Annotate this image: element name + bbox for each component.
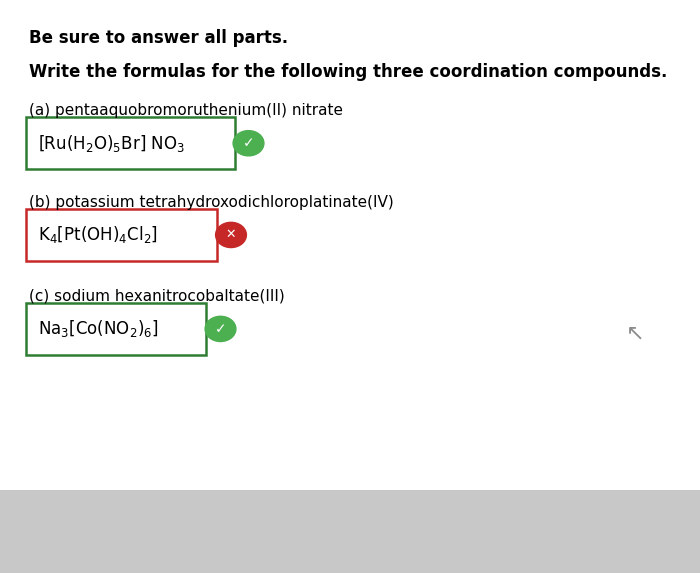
Text: $\mathrm{Na_3[Co(NO_2)_6]}$: $\mathrm{Na_3[Co(NO_2)_6]}$ — [38, 319, 158, 339]
Text: (a) pentaaquobromoruthenium(II) nitrate: (a) pentaaquobromoruthenium(II) nitrate — [29, 103, 344, 118]
Text: ↖: ↖ — [626, 324, 645, 343]
Circle shape — [233, 131, 264, 156]
Text: Be sure to answer all parts.: Be sure to answer all parts. — [29, 29, 288, 46]
Text: ✓: ✓ — [215, 322, 226, 336]
Text: $\mathrm{[Ru(H_2O)_5Br]\ NO_3}$: $\mathrm{[Ru(H_2O)_5Br]\ NO_3}$ — [38, 133, 185, 154]
Text: (c) sodium hexanitrocobaltate(III): (c) sodium hexanitrocobaltate(III) — [29, 288, 285, 303]
Text: (b) potassium tetrahydroxodichloroplatinate(IV): (b) potassium tetrahydroxodichloroplatin… — [29, 195, 394, 210]
Text: Write the formulas for the following three coordination compounds.: Write the formulas for the following thr… — [29, 63, 668, 81]
Circle shape — [205, 316, 236, 342]
Text: ✕: ✕ — [225, 229, 237, 241]
FancyBboxPatch shape — [26, 209, 217, 261]
Text: ✓: ✓ — [243, 136, 254, 150]
FancyBboxPatch shape — [0, 0, 700, 490]
FancyBboxPatch shape — [26, 117, 235, 169]
Circle shape — [216, 222, 246, 248]
FancyBboxPatch shape — [0, 490, 700, 573]
Text: $\mathrm{K_4[Pt(OH)_4Cl_2]}$: $\mathrm{K_4[Pt(OH)_4Cl_2]}$ — [38, 225, 158, 245]
FancyBboxPatch shape — [26, 303, 206, 355]
